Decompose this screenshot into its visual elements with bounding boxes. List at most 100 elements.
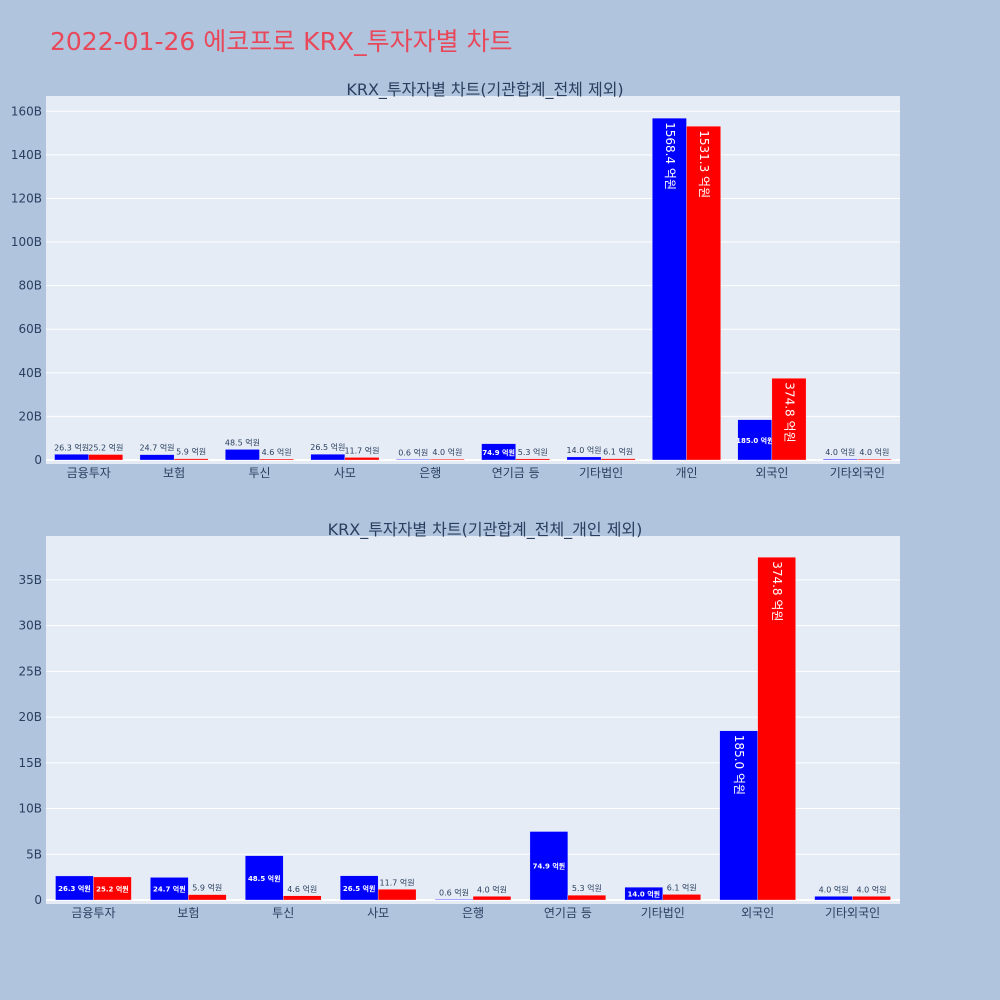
y-tick-label: 160B — [11, 104, 42, 118]
bar-series-a — [529, 831, 569, 901]
data-label: 6.1 억원 — [603, 447, 633, 457]
bar-series-a — [310, 454, 346, 461]
bar-series-a — [340, 875, 379, 901]
y-tick-label: 25B — [18, 664, 42, 678]
bar-series-a — [814, 896, 853, 901]
x-tick-label: 기타법인 — [579, 466, 623, 480]
bar-series-b — [430, 458, 465, 461]
bar-series-a — [624, 887, 663, 901]
data-label: 4.0 억원 — [859, 447, 889, 457]
chart-excluding-individual: 0 5B 10B 15B 20B 25B 30B 35B KRX_투자자별 차트(기관합계_전체… — [18, 520, 900, 920]
bar-series-a — [395, 459, 431, 461]
x-tick-label: 보험 — [177, 906, 199, 920]
data-label: 14.0 억원 — [628, 890, 661, 899]
data-label: 5.3 억원 — [518, 447, 548, 457]
bar-series-a — [150, 877, 189, 901]
data-label: 4.0 억원 — [857, 884, 887, 894]
bar-series-a — [245, 855, 284, 901]
data-label: 11.7 억원 — [344, 445, 379, 455]
chart-title: KRX_투자자별 차트(기관합계_전체_개인 제외) — [328, 520, 643, 540]
data-label: 5.3 억원 — [572, 883, 602, 893]
bar-series-b — [662, 894, 701, 901]
bar-series-b — [472, 896, 512, 901]
data-label: 48.5 억원 — [225, 437, 260, 447]
x-tick-label: 외국인 — [741, 906, 774, 920]
chart-all-investors: 0 20B 40B 60B 80B 100B 120B 140B 160B KRX_투자자별 차트… — [11, 80, 900, 480]
bar-series-b — [757, 557, 796, 901]
data-label: 5.9 억원 — [192, 883, 222, 893]
x-tick-label: 개인 — [675, 466, 697, 480]
x-tick-label: 연기금 등 — [544, 906, 592, 920]
data-label: 4.0 억원 — [819, 884, 849, 894]
data-label: 185.0 억원 — [736, 436, 773, 445]
x-tick-label: 금융투자 — [67, 466, 111, 480]
data-label: 0.6 억원 — [398, 447, 428, 457]
y-tick-label: 80B — [18, 279, 42, 293]
bar-series-b — [600, 458, 636, 461]
data-label: 4.0 억원 — [477, 884, 507, 894]
bar-series-b — [567, 895, 606, 901]
y-tick-label: 40B — [18, 366, 42, 380]
bar-series-b — [259, 458, 294, 461]
y-tick-label: 140B — [11, 148, 42, 162]
bar-series-a — [55, 875, 94, 901]
x-tick-label: 외국인 — [755, 466, 788, 480]
x-tick-label: 사모 — [367, 906, 389, 920]
data-label: 14.0 억원 — [566, 445, 601, 455]
data-label: 74.9 억원 — [533, 862, 566, 871]
data-label: 185.0 억원 — [732, 735, 746, 795]
bar-series-b — [377, 889, 417, 901]
x-tick-label: 기타외국인 — [825, 906, 880, 920]
y-tick-label: 10B — [18, 802, 42, 816]
bar-series-b — [88, 454, 124, 461]
y-tick-label: 5B — [26, 847, 42, 861]
data-label: 24.7 억원 — [139, 443, 174, 453]
data-label: 4.0 억원 — [825, 447, 855, 457]
data-label: 25.2 억원 — [96, 884, 129, 893]
x-tick-label: 사모 — [334, 466, 356, 480]
data-label: 4.6 억원 — [287, 884, 317, 894]
x-tick-label: 기타법인 — [641, 906, 685, 920]
page-title: 2022-01-26 에코프로 KRX_투자자별 차트 — [50, 27, 513, 56]
bar-series-a — [566, 456, 602, 461]
x-tick-label: 은행 — [462, 905, 484, 920]
bar-series-b — [857, 458, 892, 461]
data-label: 74.9 억원 — [482, 448, 515, 457]
data-label: 11.7 억원 — [380, 877, 415, 887]
bar-series-a — [652, 117, 687, 461]
y-tick-label: 15B — [18, 756, 42, 770]
data-label: 25.2 억원 — [88, 443, 123, 453]
data-label: 4.0 억원 — [432, 447, 462, 457]
data-label: 26.5 억원 — [343, 884, 376, 893]
x-tick-label: 투신 — [248, 466, 270, 480]
y-tick-label: 0 — [34, 453, 42, 467]
bar-series-b — [852, 896, 891, 901]
bar-series-b — [515, 458, 551, 461]
data-label: 48.5 억원 — [248, 874, 281, 883]
y-tick-label: 30B — [18, 619, 42, 633]
y-tick-label: 100B — [11, 235, 42, 249]
y-tick-label: 20B — [18, 710, 42, 724]
data-label: 4.6 억원 — [262, 447, 292, 457]
y-tick-label: 20B — [18, 409, 42, 423]
bar-series-b — [188, 894, 227, 901]
data-label: 374.8 억원 — [782, 382, 796, 442]
x-tick-label: 연기금 등 — [492, 466, 540, 480]
x-tick-label: 투신 — [272, 906, 294, 920]
x-tick-label: 은행 — [419, 465, 441, 480]
data-label: 1568.4 억원 — [663, 122, 677, 190]
bar-series-a — [719, 730, 758, 901]
bar-series-a — [822, 458, 858, 461]
bar-series-b — [93, 876, 132, 901]
data-label: 374.8 억원 — [770, 561, 784, 621]
bar-series-b — [344, 457, 380, 461]
data-label: 24.7 억원 — [153, 885, 186, 894]
y-tick-label: 120B — [11, 191, 42, 205]
data-label: 26.3 억원 — [58, 884, 91, 893]
data-label: 26.5 억원 — [310, 442, 345, 452]
bar-series-a — [434, 899, 474, 901]
bar-series-b — [771, 378, 807, 461]
y-tick-label: 60B — [18, 322, 42, 336]
bar-series-b — [283, 895, 322, 901]
bar-series-a — [481, 443, 516, 461]
